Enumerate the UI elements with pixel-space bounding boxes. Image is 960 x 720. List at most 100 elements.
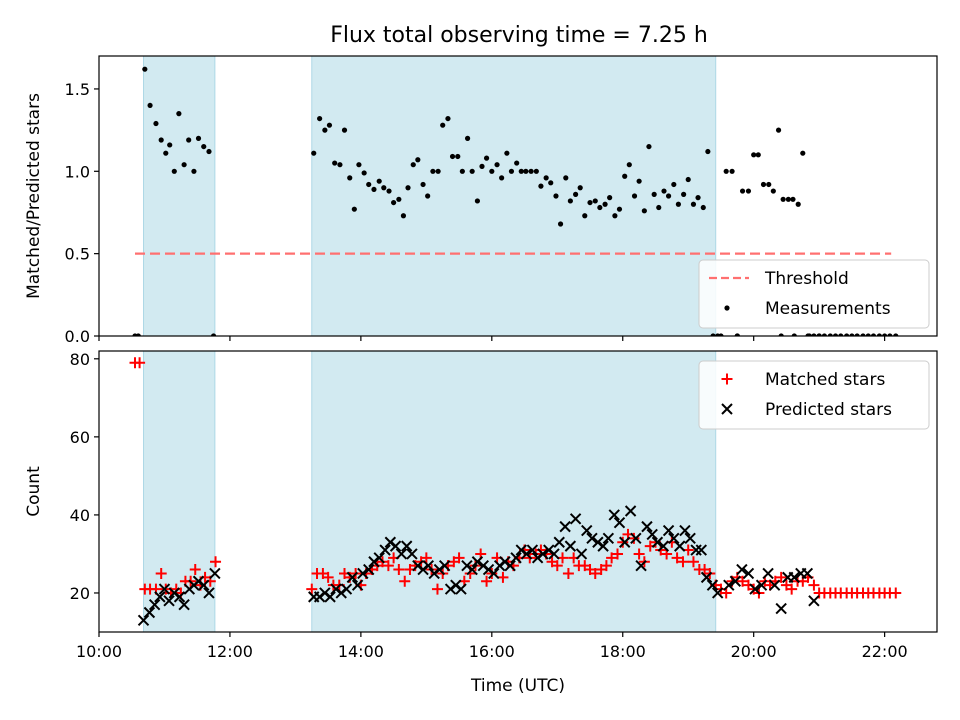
matched-star-marker bbox=[687, 556, 699, 568]
predicted-star-marker bbox=[526, 544, 539, 556]
predicted-star-marker bbox=[651, 536, 664, 548]
top-panel: 0.0 0.5 1.0 1.5 Matched/Predicted stars Thres… bbox=[24, 55, 938, 346]
predicted-star-marker bbox=[624, 505, 637, 517]
predicted-star-marker bbox=[209, 567, 221, 580]
measurement-point bbox=[430, 168, 436, 174]
predicted-star-marker bbox=[357, 567, 369, 580]
measurement-point bbox=[322, 127, 328, 133]
measurement-point bbox=[893, 333, 899, 336]
legend-box bbox=[698, 360, 930, 430]
predicted-star-marker bbox=[143, 606, 156, 619]
predicted-star-marker bbox=[178, 598, 190, 611]
measurement-point bbox=[356, 162, 362, 168]
measurement-point bbox=[681, 191, 687, 197]
predicted-star-marker bbox=[564, 540, 577, 552]
legend-label: Predicted stars bbox=[765, 400, 892, 420]
bottom-panel: 20 40 60 80 10:00 12:00 14:00 16:00 18:00 20:00 22… bbox=[24, 350, 938, 696]
measurement-point bbox=[587, 199, 593, 206]
predicted-star-marker bbox=[619, 536, 631, 548]
measurement-point bbox=[710, 333, 716, 336]
measurement-point bbox=[557, 221, 564, 227]
matched-star-marker bbox=[677, 556, 689, 568]
measurement-point bbox=[665, 193, 672, 199]
measurement-point bbox=[420, 181, 426, 188]
measurement-point bbox=[690, 201, 697, 207]
predicted-star-marker bbox=[510, 552, 522, 564]
matched-star-marker bbox=[606, 552, 618, 564]
measurement-point bbox=[887, 333, 893, 336]
legend-label: Measurements bbox=[765, 299, 891, 319]
predicted-star-marker bbox=[706, 579, 719, 591]
matched-star-marker bbox=[890, 587, 902, 599]
predicted-star-marker bbox=[363, 563, 375, 576]
measurement-point bbox=[729, 168, 735, 174]
bottom-xlabel: Time (UTC) bbox=[470, 676, 565, 696]
measurement-point bbox=[607, 195, 613, 201]
predicted-star-marker bbox=[630, 532, 642, 545]
predicted-star-marker bbox=[346, 571, 359, 584]
predicted-star-marker bbox=[668, 532, 680, 545]
predicted-star-marker bbox=[455, 583, 467, 595]
measurement-point bbox=[167, 142, 173, 148]
legend-box bbox=[698, 259, 930, 329]
measurement-point bbox=[425, 193, 431, 199]
predicted-star-marker bbox=[400, 540, 413, 552]
bottom-xtick-label: 18:00 bbox=[600, 642, 646, 661]
predicted-star-marker bbox=[788, 571, 800, 584]
measurement-point bbox=[685, 176, 691, 183]
measurement-point bbox=[563, 175, 569, 181]
measurement-point bbox=[636, 178, 642, 184]
bottom-xtick-label: 10:00 bbox=[76, 642, 122, 661]
predicted-star-marker bbox=[553, 536, 565, 548]
measurement-point bbox=[376, 178, 382, 184]
bottom-legend: Matched stars Predicted stars bbox=[698, 360, 930, 430]
measurement-point bbox=[816, 333, 822, 336]
bottom-ytick-label: 20 bbox=[70, 584, 90, 603]
measurement-point bbox=[142, 66, 148, 72]
matched-star-marker bbox=[551, 560, 563, 572]
matched-star-marker bbox=[562, 567, 574, 579]
measurement-point bbox=[567, 198, 573, 204]
predicted-star-marker bbox=[466, 563, 478, 576]
measurement-point bbox=[785, 196, 791, 202]
predicted-star-marker bbox=[422, 559, 435, 572]
predicted-star-marker bbox=[729, 575, 742, 587]
top-ylabel: Matched/Predicted stars bbox=[24, 93, 44, 299]
measurement-point bbox=[616, 206, 623, 212]
bottom-xtick-label: 16:00 bbox=[469, 642, 515, 661]
measurement-point bbox=[876, 333, 882, 336]
predicted-star-marker bbox=[520, 548, 533, 560]
predicted-star-marker bbox=[203, 587, 215, 599]
matched-star-marker bbox=[134, 357, 146, 369]
measurement-point bbox=[445, 115, 451, 122]
measurement-point bbox=[718, 333, 724, 336]
measurement-point bbox=[865, 333, 871, 336]
matched-star-marker bbox=[306, 583, 318, 595]
measurement-point bbox=[396, 196, 402, 202]
measurement-point bbox=[780, 196, 786, 202]
measurement-point bbox=[791, 333, 797, 336]
measurement-point bbox=[494, 162, 500, 168]
predicted-star-marker bbox=[684, 532, 696, 545]
measurement-point bbox=[827, 333, 833, 336]
bottom-ylabel: Count bbox=[24, 466, 44, 517]
measurement-point bbox=[612, 213, 618, 219]
measurement-point bbox=[755, 152, 761, 158]
matched-star-marker bbox=[322, 571, 334, 583]
measurement-point bbox=[751, 152, 757, 158]
predicted-star-marker bbox=[749, 583, 761, 595]
measurement-point bbox=[163, 150, 169, 156]
measurement-point bbox=[449, 153, 456, 160]
measurement-point bbox=[631, 193, 638, 199]
measurement-point bbox=[646, 143, 652, 150]
matched-star-marker bbox=[786, 583, 798, 595]
predicted-star-marker bbox=[762, 567, 774, 580]
predicted-star-marker bbox=[775, 602, 787, 615]
measurement-point bbox=[371, 186, 377, 193]
measurement-point bbox=[455, 153, 461, 160]
predicted-star-marker bbox=[597, 540, 609, 552]
matched-star-marker bbox=[775, 571, 787, 583]
measurement-point bbox=[739, 188, 746, 194]
predicted-star-marker bbox=[324, 591, 336, 603]
